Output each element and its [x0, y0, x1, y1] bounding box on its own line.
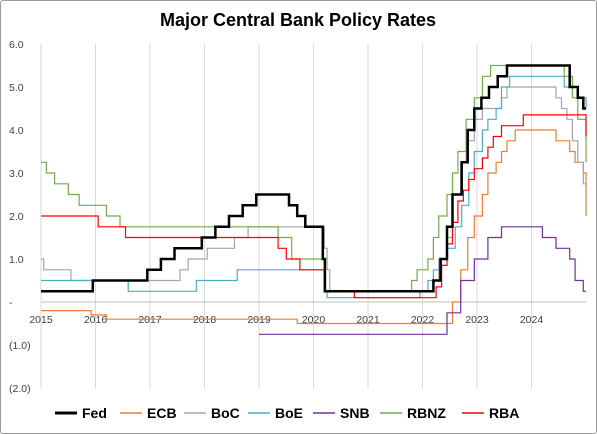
x-tick-label: 2022: [411, 314, 435, 326]
y-tick-label: 3.0: [9, 168, 24, 180]
y-tick-label: (2.0): [9, 383, 31, 395]
x-tick-label: 2018: [193, 314, 217, 326]
legend-label-fed: Fed: [82, 405, 107, 421]
legend-label-rbnz: RBNZ: [407, 405, 446, 421]
x-tick-label: 2023: [465, 314, 489, 326]
series-group: [41, 64, 587, 335]
y-axis: 6.0 5.0 4.0 3.0 2.0 1.0 - (1.0) (2.0): [9, 39, 31, 395]
series-line-rba: [41, 114, 587, 299]
legend-label-boc: BoC: [211, 405, 240, 421]
legend-label-boe: BoE: [275, 405, 303, 421]
x-tick-label: 2021: [356, 314, 380, 326]
legend-label-ecb: ECB: [147, 405, 177, 421]
chart-title: Major Central Bank Policy Rates: [160, 10, 436, 30]
series-line-fed: [41, 64, 586, 293]
legend: Fed ECB BoC BoE SNB RBNZ RBA: [55, 405, 519, 421]
y-tick-label: 1.0: [9, 254, 24, 266]
series-line-snb: [259, 226, 586, 335]
series-line-rbnz: [41, 64, 587, 292]
x-tick-label: 2024: [520, 314, 544, 326]
y-tick-label: 4.0: [9, 125, 24, 137]
x-tick-label: 2019: [247, 314, 271, 326]
x-axis: 2015 2016 2017 2018 2019 2020 2021 2022 2023 2024: [29, 314, 543, 326]
series-line-boc: [41, 86, 586, 292]
y-tick-label: 6.0: [9, 39, 24, 51]
y-tick-label: 5.0: [9, 82, 24, 94]
x-tick-label: 2017: [138, 314, 162, 326]
legend-label-snb: SNB: [340, 405, 370, 421]
y-tick-label: 2.0: [9, 211, 24, 223]
y-tick-label: (1.0): [9, 340, 31, 352]
y-tick-label: -: [9, 297, 13, 309]
x-tick-label: 2015: [29, 314, 53, 326]
x-tick-label: 2020: [302, 314, 326, 326]
legend-label-rba: RBA: [489, 405, 519, 421]
x-tick-label: 2016: [84, 314, 108, 326]
series-line-ecb: [41, 129, 587, 325]
